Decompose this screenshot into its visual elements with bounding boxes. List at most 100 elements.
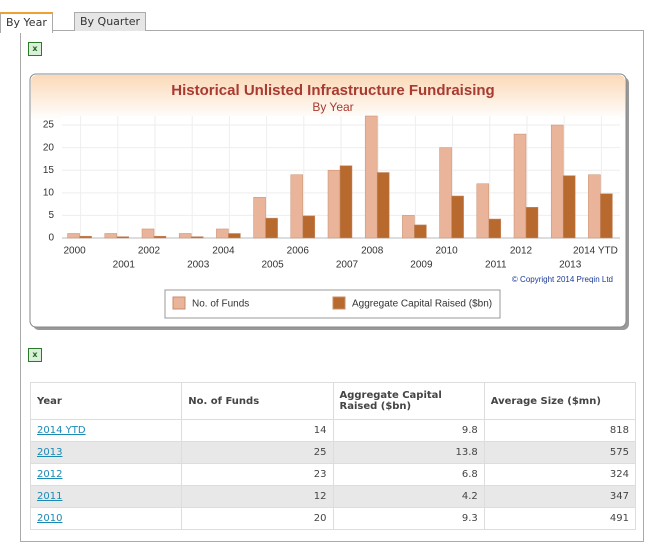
x-tick-label: 2011 <box>485 260 507 271</box>
bar <box>451 195 464 239</box>
year-link[interactable]: 2010 <box>37 513 63 524</box>
year-link[interactable]: 2013 <box>37 447 63 458</box>
bar <box>600 193 613 239</box>
bar <box>141 228 155 239</box>
legend-swatch <box>332 296 346 310</box>
x-tick-label: 2003 <box>187 260 210 271</box>
x-tick-label: 2000 <box>63 246 86 257</box>
data-table: Year No. of Funds Aggregate Capital Raised… <box>29 382 637 530</box>
table-cell: 2012 <box>29 463 183 486</box>
bar <box>290 174 304 239</box>
bar <box>376 172 390 239</box>
bar <box>562 175 576 239</box>
table-cell: 12 <box>181 485 334 508</box>
table-row: 2010 20 9.3 491 <box>29 507 637 530</box>
y-tick-label: 25 <box>43 120 55 131</box>
bar <box>339 165 353 239</box>
bar <box>327 169 341 239</box>
bar <box>513 133 527 239</box>
table-cell: 9.3 <box>332 507 485 530</box>
excel-icon[interactable]: x <box>28 42 42 56</box>
x-tick-label: 2001 <box>113 260 136 271</box>
bar <box>67 233 80 239</box>
bar <box>364 115 378 239</box>
x-tick-label: 2013 <box>559 260 582 271</box>
table-cell: 2010 <box>29 507 183 530</box>
bar <box>153 235 167 239</box>
legend-label: No. of Funds <box>192 299 249 310</box>
bar <box>79 235 92 239</box>
table-row: 2011 12 4.2 347 <box>29 485 637 508</box>
x-tick-label: 2005 <box>261 260 284 271</box>
bar <box>253 197 266 239</box>
legend-swatch <box>172 296 186 310</box>
table-row: 2013 25 13.8 575 <box>29 441 637 464</box>
table-cell: 25 <box>181 441 334 464</box>
bar <box>402 215 415 239</box>
table-cell: 575 <box>483 441 637 464</box>
tab[interactable]: By Quarter <box>74 12 147 31</box>
copyright: © Copyright 2014 Preqin Ltd <box>512 275 613 284</box>
x-tick-label: 2004 <box>212 246 235 257</box>
bar <box>116 236 130 239</box>
x-tick-label: 2006 <box>287 246 310 257</box>
x-tick-label: 2007 <box>336 260 359 271</box>
table-cell: 20 <box>181 507 334 530</box>
bar <box>414 224 427 239</box>
table-cell: 347 <box>483 485 637 508</box>
table-cell: 14 <box>181 419 334 442</box>
x-tick-label: 2014 YTD <box>573 246 618 257</box>
excel-icon[interactable]: x <box>28 348 42 362</box>
tab[interactable]: By Year <box>0 12 53 33</box>
table-cell: 4.2 <box>332 485 485 508</box>
table-cell: 23 <box>181 463 334 486</box>
x-tick-label: 2002 <box>138 246 161 257</box>
table-cell: 13.8 <box>332 441 485 464</box>
year-link[interactable]: 2014 YTD <box>37 425 86 436</box>
bar <box>488 218 502 239</box>
bar <box>178 233 192 239</box>
table-cell: 818 <box>483 419 637 442</box>
chart-subtitle: By Year <box>312 100 353 114</box>
x-tick-label: 2010 <box>435 246 458 257</box>
x-tick-label: 2009 <box>410 260 433 271</box>
column-header: No. of Funds <box>181 382 334 420</box>
table-cell: 2014 YTD <box>29 419 183 442</box>
table-row: 2014 YTD 14 9.8 818 <box>29 419 637 442</box>
legend-label: Aggregate Capital Raised ($bn) <box>352 299 492 310</box>
bar <box>302 215 316 239</box>
bar <box>190 236 204 239</box>
column-header: Average Size ($mn) <box>483 382 637 420</box>
bar <box>476 183 490 239</box>
table-cell: 2013 <box>29 441 183 464</box>
chart-header <box>31 75 625 120</box>
y-tick-label: 15 <box>43 165 55 176</box>
chart: Historical Unlisted Infrastructure Fundr… <box>29 73 629 330</box>
y-tick-label: 5 <box>48 210 54 221</box>
table-cell: 491 <box>483 507 637 530</box>
year-link[interactable]: 2011 <box>37 491 63 502</box>
bar <box>216 228 229 239</box>
table-cell: 2011 <box>29 485 183 508</box>
bar <box>439 147 452 239</box>
bar <box>525 207 539 239</box>
chart-title: Historical Unlisted Infrastructure Fundr… <box>171 82 494 99</box>
table-row: 2012 23 6.8 324 <box>29 463 637 486</box>
x-tick-label: 2008 <box>361 246 384 257</box>
bar <box>228 233 241 239</box>
bar <box>588 174 601 239</box>
bar <box>265 217 278 239</box>
table-cell: 9.8 <box>332 419 485 442</box>
column-header: Aggregate Capital Raised ($bn) <box>332 382 485 420</box>
y-tick-label: 0 <box>48 233 54 244</box>
column-header: Year <box>29 382 183 420</box>
table-cell: 6.8 <box>332 463 485 486</box>
x-tick-label: 2012 <box>510 246 533 257</box>
table-cell: 324 <box>483 463 637 486</box>
bar <box>104 233 118 239</box>
y-tick-label: 20 <box>43 142 55 153</box>
bar <box>550 124 564 239</box>
y-tick-label: 10 <box>43 187 55 198</box>
year-link[interactable]: 2012 <box>37 469 63 480</box>
